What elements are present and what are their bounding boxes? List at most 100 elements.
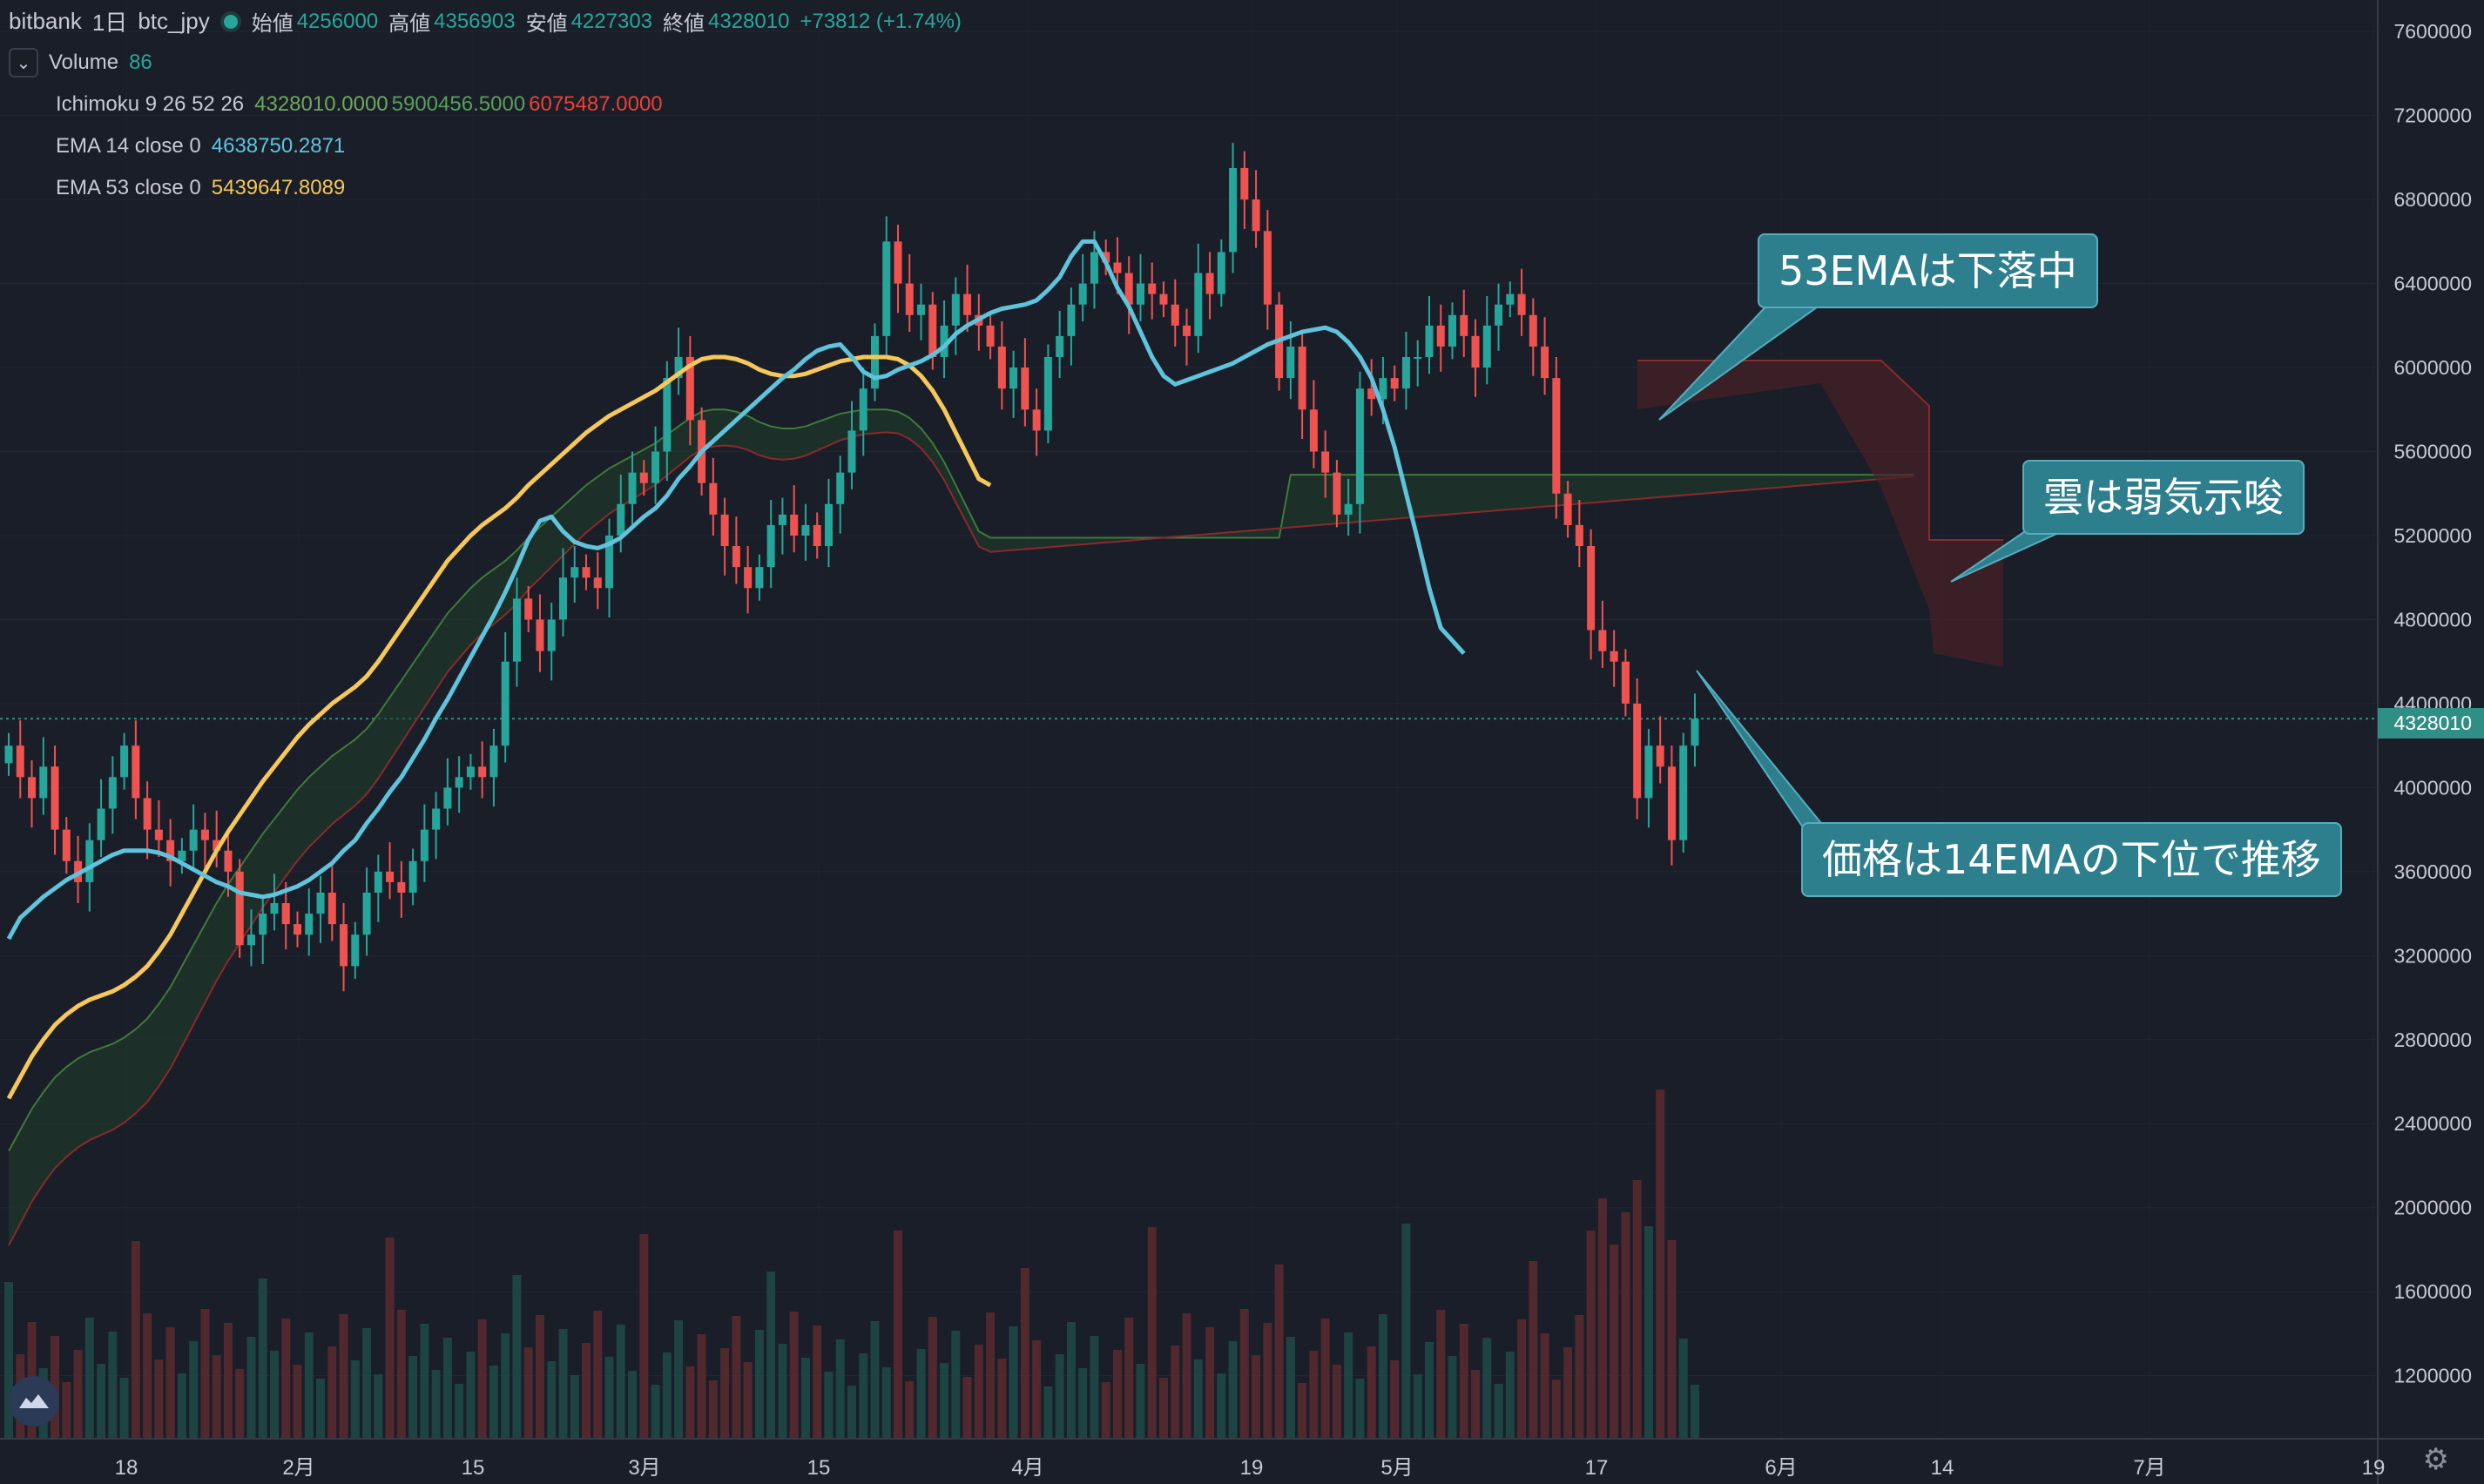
candle-body	[1205, 273, 1214, 294]
candle-body	[224, 850, 233, 872]
candle-body	[189, 829, 198, 851]
volume-bar	[1286, 1337, 1295, 1439]
candle-body	[351, 934, 360, 967]
candle-body	[432, 808, 441, 830]
candle-body	[847, 430, 856, 473]
volume-bar	[512, 1275, 522, 1439]
candle-body	[1414, 356, 1422, 359]
volume-bar	[720, 1348, 730, 1439]
volume-bar	[1656, 1089, 1665, 1439]
volume-bar	[1610, 1245, 1619, 1439]
volume-bar	[1494, 1384, 1503, 1439]
candle-body	[51, 766, 59, 830]
volume-bar	[1471, 1370, 1481, 1439]
candle-body	[709, 482, 718, 515]
ema14-row[interactable]: EMA 14 close 0 4638750.2871	[56, 134, 355, 159]
volume-bar	[1551, 1379, 1561, 1439]
volume-bar	[1159, 1378, 1168, 1439]
candle-body	[628, 472, 637, 504]
candle-body	[1159, 293, 1168, 305]
candle-body	[997, 346, 1006, 389]
volume-bar	[570, 1375, 579, 1439]
y-tick-label: 4000000	[2393, 776, 2472, 799]
volume-bar	[1205, 1327, 1215, 1439]
volume-bar	[997, 1359, 1007, 1439]
volume-bar	[131, 1241, 140, 1439]
candle-body	[154, 829, 163, 840]
candle-body	[39, 766, 48, 799]
volume-bar	[847, 1386, 856, 1439]
candle-body	[305, 914, 314, 935]
volume-bar	[1378, 1314, 1387, 1439]
volume-row[interactable]: ⌄ Volume 86	[9, 48, 163, 78]
volume-bar	[800, 1358, 810, 1439]
collapse-chevron-icon[interactable]: ⌄	[9, 48, 38, 78]
candle-body	[420, 829, 429, 861]
candle-body	[986, 325, 995, 347]
ema53-value: 5439647.8089	[211, 176, 346, 199]
volume-bar	[1367, 1346, 1376, 1439]
candle-body	[1401, 356, 1410, 389]
y-tick-label: 6800000	[2393, 188, 2472, 211]
candle-body	[1171, 304, 1179, 326]
candle-body	[1506, 293, 1515, 305]
interval-label[interactable]: 1日	[91, 10, 128, 36]
volume-bar	[350, 1360, 360, 1439]
candle-body	[1552, 378, 1561, 494]
candle-body	[1229, 167, 1238, 253]
tradingview-logo[interactable]	[9, 1376, 59, 1427]
price-axis-bg	[2378, 0, 2484, 1484]
volume-bar	[1448, 1356, 1457, 1439]
gear-icon[interactable]: ⚙	[2422, 1443, 2449, 1476]
volume-bar	[1090, 1336, 1099, 1439]
volume-bar	[662, 1352, 672, 1439]
candle-body	[1598, 630, 1607, 651]
y-tick-label: 2400000	[2393, 1112, 2472, 1135]
volume-bar	[1147, 1227, 1157, 1439]
y-tick-label: 3600000	[2393, 860, 2472, 883]
ichimoku-value-2: 5900456.5000	[391, 92, 526, 116]
volume-bar	[108, 1332, 118, 1439]
volume-bar	[385, 1238, 395, 1439]
candle-body	[928, 304, 937, 357]
candle-body	[408, 860, 417, 893]
volume-bar	[1459, 1324, 1468, 1439]
candle-body	[1563, 493, 1572, 525]
volume-bar	[501, 1333, 510, 1439]
symbol-label[interactable]: btc_jpy	[138, 8, 210, 34]
volume-bar	[339, 1314, 348, 1439]
candle-body	[281, 903, 290, 925]
candle-body	[97, 808, 105, 840]
candle-body	[882, 241, 891, 336]
volume-bar	[639, 1234, 649, 1439]
candle-body	[605, 535, 614, 589]
exchange-name: bitbank	[9, 8, 82, 34]
volume-bar	[1252, 1355, 1261, 1439]
volume-bar	[489, 1366, 498, 1439]
volume-value: 86	[129, 51, 152, 74]
candle-body	[489, 745, 498, 778]
y-tick-label: 6000000	[2393, 356, 2472, 379]
low-label: 安値	[525, 12, 568, 36]
volume-bar	[281, 1319, 291, 1439]
x-tick-label: 2月	[282, 1456, 314, 1480]
candle-body	[1691, 718, 1699, 746]
ema53-row[interactable]: EMA 53 close 0 5439647.8089	[56, 176, 355, 200]
candle-body	[1321, 451, 1330, 473]
volume-bar	[73, 1350, 83, 1439]
volume-bar	[1529, 1261, 1538, 1439]
candle-body	[813, 524, 821, 547]
volume-bar	[1055, 1354, 1064, 1439]
volume-bar	[1239, 1309, 1249, 1439]
ichimoku-row[interactable]: Ichimoku 9 26 52 26 4328010.0000 5900456…	[56, 92, 673, 117]
candle-body	[327, 892, 336, 925]
candle-body	[1252, 199, 1260, 232]
volume-bar	[84, 1318, 94, 1439]
y-tick-label: 2000000	[2393, 1197, 2472, 1219]
candle-body	[1102, 252, 1110, 263]
market-status-icon	[219, 10, 241, 32]
span-b-line	[8, 431, 1914, 1246]
candle-body	[593, 577, 602, 589]
volume-bar	[235, 1369, 245, 1439]
